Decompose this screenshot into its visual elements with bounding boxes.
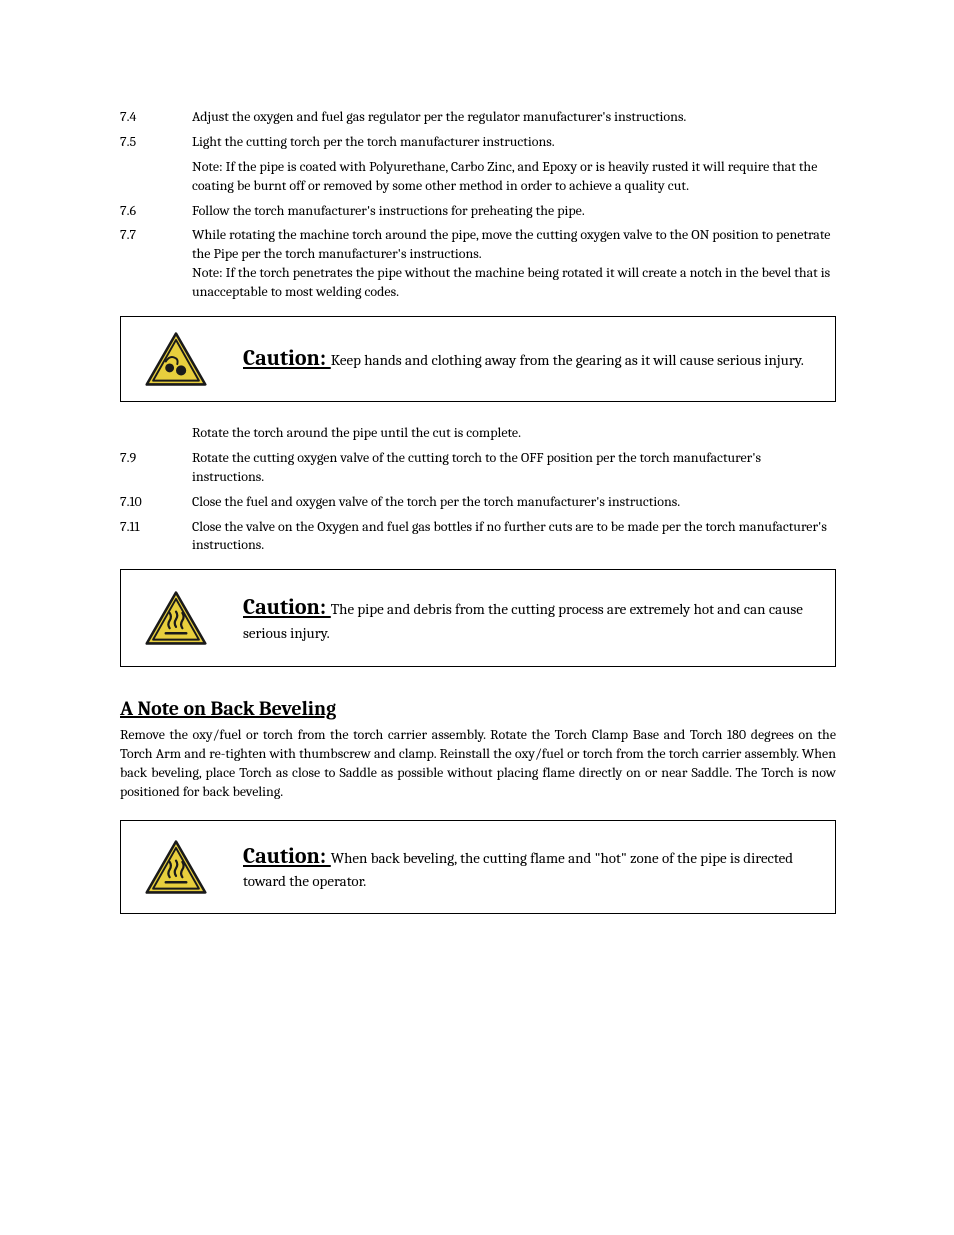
step-text: Follow the torch manufacturer's instruct… xyxy=(192,202,836,221)
caution-label: Caution: xyxy=(243,594,331,620)
step-text: Close the valve on the Oxygen and fuel g… xyxy=(192,518,836,556)
section-body: Remove the oxy/fuel or torch from the to… xyxy=(120,726,836,802)
note-text: Note: If the pipe is coated with Polyure… xyxy=(192,158,836,196)
step-text: Rotate the cutting oxygen valve of the c… xyxy=(192,449,836,487)
numbered-step: 7.10 Close the fuel and oxygen valve of … xyxy=(120,493,836,512)
pinch-hazard-icon xyxy=(135,331,217,387)
caution-body: Caution: Keep hands and clothing away fr… xyxy=(217,344,811,374)
caution-box: Caution: When back beveling, the cutting… xyxy=(120,820,836,914)
caution-box: Caution: The pipe and debris from the cu… xyxy=(120,569,836,667)
hot-surface-icon xyxy=(135,839,217,895)
step-number: 7.5 xyxy=(120,133,192,152)
step-text: Adjust the oxygen and fuel gas regulator… xyxy=(192,108,836,127)
step-number: 7.7 xyxy=(120,226,192,302)
step-number: 7.9 xyxy=(120,449,192,487)
section-heading: A Note on Back Beveling xyxy=(120,695,836,722)
numbered-step: 7.11 Close the valve on the Oxygen and f… xyxy=(120,518,836,556)
caution-box: Caution: Keep hands and clothing away fr… xyxy=(120,316,836,402)
step-number: 7.10 xyxy=(120,493,192,512)
step-text: While rotating the machine torch around … xyxy=(192,226,836,302)
numbered-step: 7.6 Follow the torch manufacturer's inst… xyxy=(120,202,836,221)
caution-label: Caution: xyxy=(243,843,331,869)
step-text: Close the fuel and oxygen valve of the t… xyxy=(192,493,836,512)
hot-surface-icon xyxy=(135,590,217,646)
numbered-step: 7.4 Adjust the oxygen and fuel gas regul… xyxy=(120,108,836,127)
caution-text: Keep hands and clothing away from the ge… xyxy=(331,351,804,369)
instruction-line: Rotate the torch around the pipe until t… xyxy=(192,424,836,443)
caution-body: Caution: When back beveling, the cutting… xyxy=(217,842,811,893)
numbered-step: 7.7 While rotating the machine torch aro… xyxy=(120,226,836,302)
numbered-step: 7.9 Rotate the cutting oxygen valve of t… xyxy=(120,449,836,487)
numbered-step: 7.5 Light the cutting torch per the torc… xyxy=(120,133,836,152)
step-number: 7.6 xyxy=(120,202,192,221)
caution-body: Caution: The pipe and debris from the cu… xyxy=(217,593,811,644)
step-text: Light the cutting torch per the torch ma… xyxy=(192,133,836,152)
step-number: 7.4 xyxy=(120,108,192,127)
caution-label: Caution: xyxy=(243,345,331,371)
step-number: 7.11 xyxy=(120,518,192,556)
